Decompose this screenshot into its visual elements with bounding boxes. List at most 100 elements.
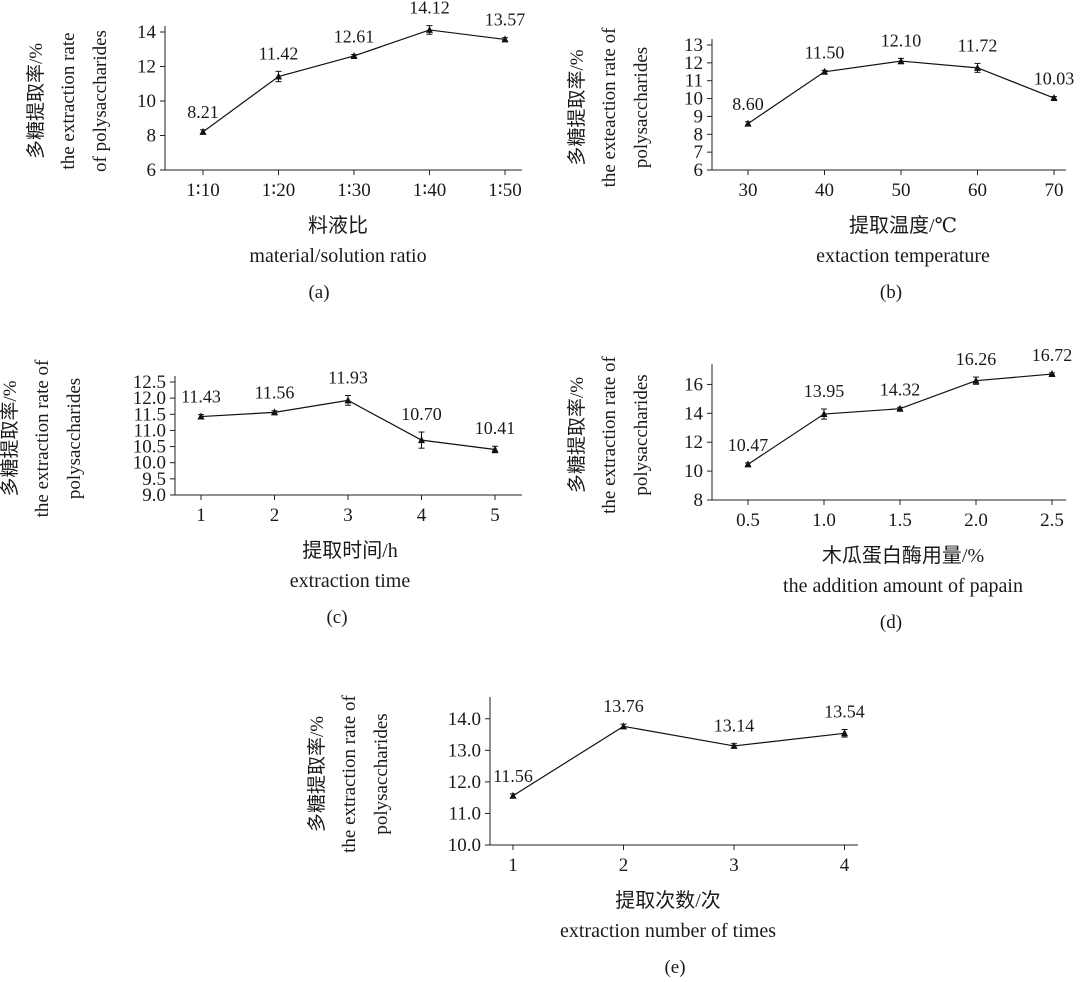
panel-d-x-tick-label: 2.0 <box>964 510 988 531</box>
panel-b-data-point <box>897 57 905 65</box>
panel-a-y-axis-title: the extraction rate <box>58 32 79 169</box>
panel-e-data-label: 13.76 <box>603 696 644 716</box>
panel-b-data-label: 8.60 <box>732 94 764 114</box>
panel-b-y-tick-label: 9 <box>694 106 704 127</box>
panel-a-x-tick-label: 1∶20 <box>262 180 295 201</box>
panel-b-x-tick-label: 60 <box>968 180 987 201</box>
panel-c-label: (c) <box>326 607 347 628</box>
panel-a-x-tick-label: 1∶10 <box>186 180 219 201</box>
panel-a-data-label: 12.61 <box>334 27 375 47</box>
panel-e-x-axis-title: 提取次数/次 <box>615 889 721 912</box>
panel-a-y-tick-label: 12 <box>137 57 156 78</box>
panel-c-x-tick-label: 3 <box>343 505 353 526</box>
panel-e-x-tick-label: 4 <box>840 855 850 876</box>
panel-a-data-point <box>501 35 509 43</box>
panel-a-y-tick-label: 10 <box>137 91 156 112</box>
panel-d-y-axis-title: the extraction rate of <box>599 355 620 513</box>
panel-e-y-tick-label: 10.0 <box>448 835 481 856</box>
panel-b-y-tick-label: 6 <box>694 160 704 181</box>
panel-a-data-point <box>199 127 207 135</box>
panel-b-data-label: 11.72 <box>958 35 998 55</box>
panel-b-data-label: 11.50 <box>805 42 845 62</box>
panel-e-data-label: 13.54 <box>824 702 865 722</box>
panel-c-y-tick-label: 11.0 <box>133 420 166 441</box>
panel-b-x-tick-label: 50 <box>892 180 911 201</box>
panel-c-data-label: 11.43 <box>181 387 221 407</box>
panel-b-y-tick-label: 13 <box>684 35 703 56</box>
panel-b-x-axis-title: extaction temperature <box>816 245 990 267</box>
panel-b-y-axis-title: polysaccharides <box>631 47 652 168</box>
panel-a-data-label: 11.42 <box>259 43 299 63</box>
panel-c-x-tick-label: 4 <box>417 505 427 526</box>
panel-c-y-axis-title: polysaccharides <box>64 378 85 499</box>
panel-b-y-tick-label: 11 <box>685 71 703 92</box>
panel-e-y-axis-title: polysaccharides <box>371 713 392 834</box>
panel-c-x-axis-title: 提取时间/h <box>302 539 398 562</box>
panel-e-data-label: 13.14 <box>714 716 755 736</box>
panel-d-x-tick-label: 2.5 <box>1040 510 1064 531</box>
panel-c-data-point <box>344 396 352 404</box>
panel-d-data-point <box>972 376 980 384</box>
panel-e-y-tick-label: 12.0 <box>448 772 481 793</box>
panel-e-x-axis-title: extraction number of times <box>560 920 776 942</box>
panel-d-y-tick-label: 14 <box>684 403 704 424</box>
panel-a-y-tick-label: 8 <box>147 126 157 147</box>
panel-d-data-point <box>744 460 752 468</box>
panel-e-data-label: 11.56 <box>493 766 533 786</box>
panel-d-y-tick-label: 12 <box>684 432 703 453</box>
panel-c-data-point <box>491 445 499 453</box>
panel-a-y-axis-title: of polysaccharides <box>90 30 111 172</box>
panel-a-y-tick-label: 14 <box>137 22 157 43</box>
panel-e-y-tick-label: 11.0 <box>448 803 481 824</box>
panel-c-y-tick-label: 10.0 <box>133 453 166 474</box>
panel-b-y-tick-label: 8 <box>694 124 704 145</box>
panel-c-x-tick-label: 1 <box>196 505 206 526</box>
panel-a-label: (a) <box>308 282 329 303</box>
panel-a-data-point <box>350 51 358 59</box>
panel-c-data-point <box>197 412 205 420</box>
panel-d-x-tick-label: 0.5 <box>736 510 760 531</box>
panel-a-x-tick-label: 1∶40 <box>413 180 446 201</box>
panel-b-data-point <box>744 119 752 127</box>
panel-c-data-label: 11.56 <box>255 383 295 403</box>
panel-c-y-tick-label: 9.5 <box>142 469 166 490</box>
panel-d-data-point <box>896 404 904 412</box>
panel-a-x-axis-title: 料液比 <box>308 214 368 237</box>
panel-a-data-point <box>426 25 433 33</box>
panel-c-y-tick-label: 12.0 <box>133 388 166 409</box>
panel-b-data-point <box>1050 94 1058 102</box>
panel-c-x-axis-title: extraction time <box>290 570 411 592</box>
panel-b-y-tick-label: 10 <box>684 89 703 110</box>
panel-c-data-point <box>271 408 278 416</box>
panel-d-x-tick-label: 1.0 <box>812 510 836 531</box>
panel-e-y-tick-label: 13.0 <box>448 740 481 761</box>
panel-c-y-axis-title: 多糖提取率/% <box>0 380 21 496</box>
panel-d-label: (d) <box>880 612 902 633</box>
panel-a-x-tick-label: 1∶50 <box>488 180 521 201</box>
panel-b-y-axis-title: 多糖提取率/% <box>566 49 588 165</box>
panel-d-data-label: 16.72 <box>1032 345 1073 365</box>
panel-b-x-tick-label: 30 <box>739 180 758 201</box>
panel-e-data-point <box>509 791 517 799</box>
panel-c-x-tick-label: 5 <box>490 505 500 526</box>
panel-e-y-tick-label: 14.0 <box>448 709 481 730</box>
panel-c-y-tick-label: 10.5 <box>133 437 166 458</box>
panel-c-y-tick-label: 9.0 <box>142 485 166 506</box>
panel-d-data-label: 10.47 <box>728 435 769 455</box>
panel-e-label: (e) <box>664 957 685 978</box>
panel-e-y-axis-title: the extraction rate of <box>339 694 360 852</box>
panel-d-y-axis-title: polysaccharides <box>631 374 652 495</box>
panel-e-data-point <box>841 729 848 737</box>
panel-e-data-point <box>620 722 627 730</box>
panel-e-x-tick-label: 2 <box>619 855 629 876</box>
panel-b-data-point <box>821 67 828 75</box>
panel-b-y-axis-title: the exteaction rate of <box>599 27 620 188</box>
panel-c-y-tick-label: 11.5 <box>133 404 166 425</box>
panel-c-y-tick-label: 12.5 <box>133 372 166 393</box>
panel-b-y-tick-label: 7 <box>694 142 704 163</box>
panel-d-x-axis-title: 木瓜蛋白酶用量/% <box>822 544 984 567</box>
panel-d-data-label: 14.32 <box>880 379 921 399</box>
panel-a-data-label: 14.12 <box>409 0 450 18</box>
panel-a-y-axis-title: 多糖提取率/% <box>25 43 47 159</box>
